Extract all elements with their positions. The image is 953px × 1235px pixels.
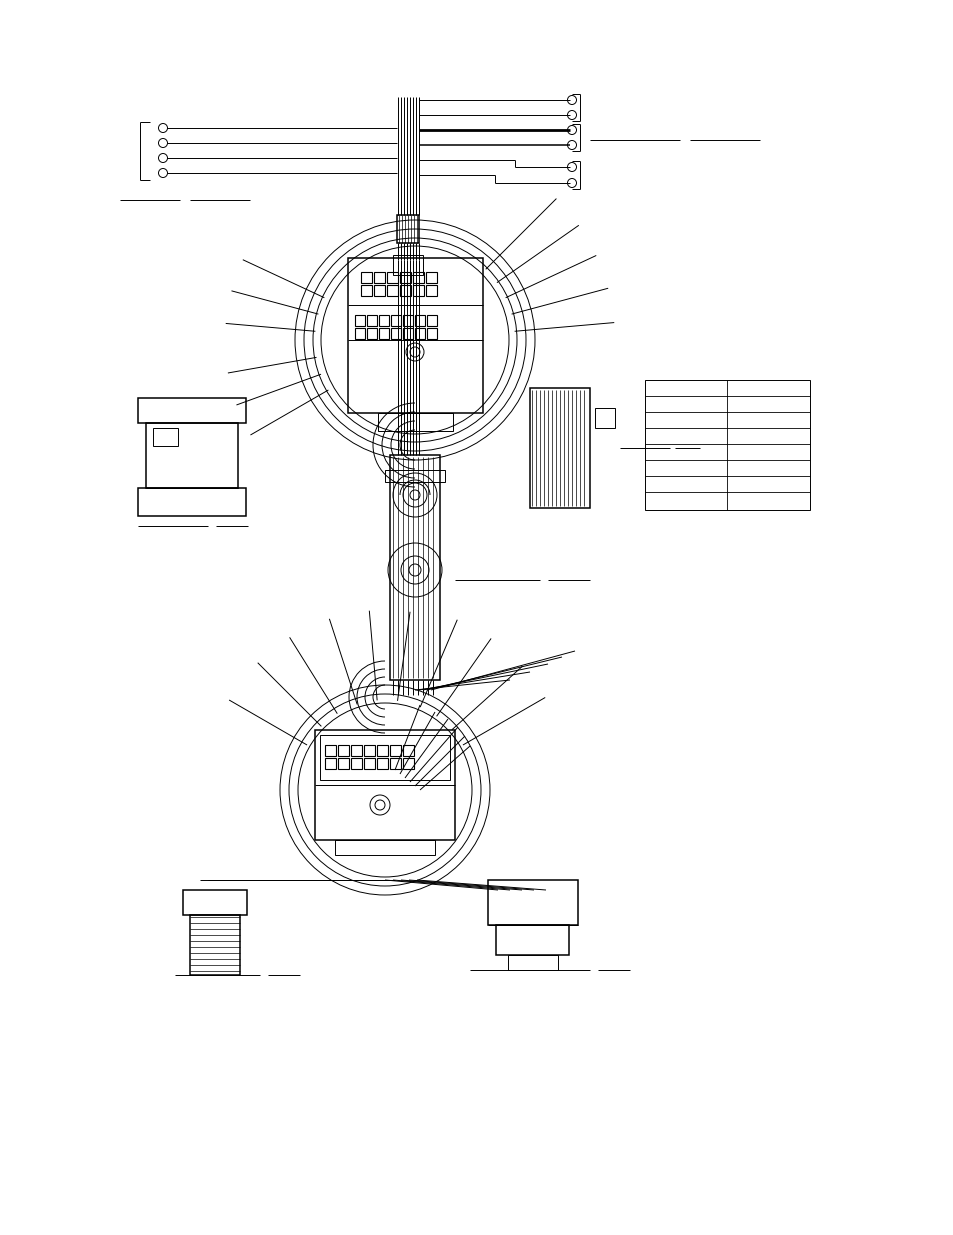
Bar (377, 412, 453, 431)
Bar (488, 881, 578, 925)
Bar (337, 758, 349, 769)
Bar (415, 329, 424, 338)
Bar (183, 890, 247, 915)
Bar (355, 315, 365, 326)
Bar (385, 471, 444, 482)
Bar (376, 758, 388, 769)
Bar (351, 745, 361, 756)
Bar (360, 272, 372, 283)
Bar (376, 745, 388, 756)
Bar (399, 272, 411, 283)
Bar (530, 388, 589, 508)
Bar (391, 329, 400, 338)
Bar (413, 272, 423, 283)
Bar (415, 315, 424, 326)
Bar (138, 398, 246, 424)
Bar (391, 315, 400, 326)
Bar (496, 925, 568, 955)
Bar (367, 329, 376, 338)
Bar (378, 315, 389, 326)
Bar (325, 758, 335, 769)
Bar (367, 315, 376, 326)
Bar (427, 315, 436, 326)
Bar (595, 408, 615, 429)
Bar (427, 329, 436, 338)
Bar (399, 285, 411, 296)
Bar (402, 745, 414, 756)
Bar (402, 329, 413, 338)
Bar (426, 285, 436, 296)
Bar (348, 258, 482, 412)
Bar (337, 745, 349, 756)
Bar (390, 758, 400, 769)
Bar (325, 745, 335, 756)
Bar (364, 745, 375, 756)
Bar (138, 488, 246, 516)
Bar (396, 215, 418, 243)
Bar (390, 454, 439, 680)
Bar (402, 758, 414, 769)
Bar (351, 758, 361, 769)
Bar (374, 272, 385, 283)
Bar (390, 745, 400, 756)
Bar (402, 315, 413, 326)
Bar (507, 955, 558, 969)
Bar (378, 329, 389, 338)
Bar (393, 254, 422, 275)
Bar (413, 285, 423, 296)
Bar (360, 285, 372, 296)
Bar (152, 429, 178, 446)
Bar (426, 272, 436, 283)
Bar (190, 915, 240, 974)
Bar (387, 285, 397, 296)
Bar (387, 272, 397, 283)
Bar (146, 424, 237, 488)
Bar (364, 758, 375, 769)
Bar (319, 735, 450, 781)
Bar (644, 380, 809, 510)
Bar (314, 730, 455, 840)
Bar (374, 285, 385, 296)
Bar (335, 840, 435, 855)
Bar (355, 329, 365, 338)
